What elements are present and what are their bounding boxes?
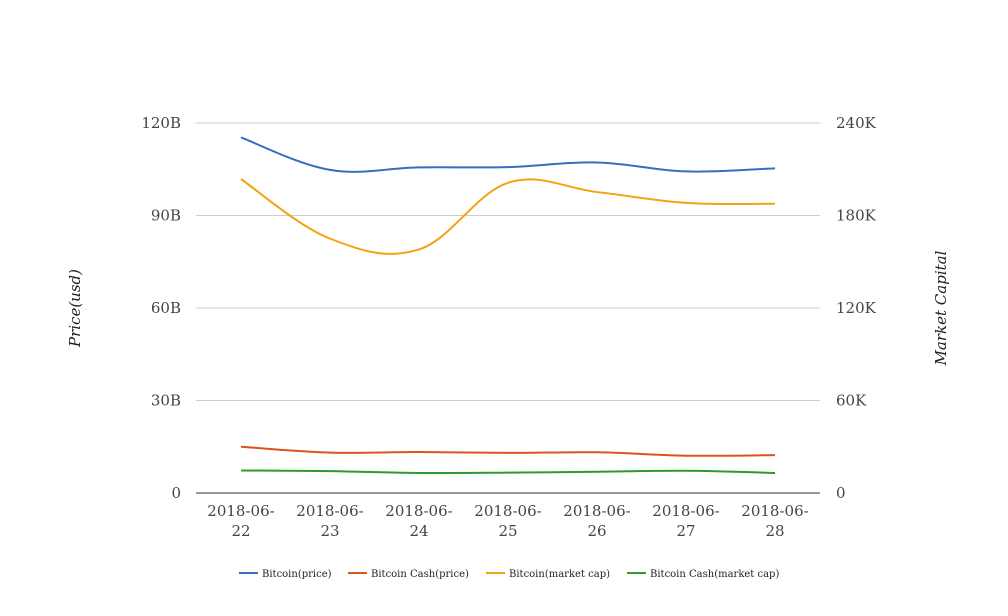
right-tick-label: 0 <box>836 484 846 502</box>
legend: Bitcoin(price) Bitcoin Cash(price) Bitcoin… <box>239 569 779 580</box>
series-line-2 <box>240 445 776 457</box>
legend-label: Bitcoin Cash(market cap) <box>650 569 779 580</box>
legend-label: Bitcoin Cash(price) <box>371 569 469 580</box>
left-axis-title: Price(usd) <box>66 269 84 348</box>
left-tick-label: 60B <box>151 299 181 317</box>
left-tick-label: 0 <box>171 484 181 502</box>
right-axis-title: Market Capital <box>932 250 950 366</box>
left-tick-label: 120B <box>141 114 181 132</box>
right-tick-label: 60K <box>836 392 867 410</box>
legend-label: Bitcoin(market cap) <box>509 569 610 580</box>
right-tick-label: 180K <box>836 207 877 225</box>
right-tick-label: 240K <box>836 114 877 132</box>
x-tick-label: 2018-06-27 <box>652 502 719 540</box>
x-tick-label: 2018-06-28 <box>741 502 808 540</box>
x-tick-label: 2018-06-26 <box>563 502 630 540</box>
left-tick-label: 30B <box>151 392 181 410</box>
x-tick-label: 2018-06-25 <box>474 502 541 540</box>
legend-label: Bitcoin(price) <box>262 569 332 580</box>
left-tick-label: 90B <box>151 207 181 225</box>
series-lines <box>240 136 776 475</box>
right-y-axis-ticks: 0 60K 120K 180K 240K <box>836 114 877 502</box>
gridlines <box>196 122 820 494</box>
x-tick-label: 2018-06-22 <box>207 502 274 540</box>
series-line-3 <box>240 178 776 255</box>
left-y-axis-ticks: 0 30B 60B 90B 120B <box>141 114 181 502</box>
right-tick-label: 120K <box>836 299 877 317</box>
x-axis-ticks: 2018-06-22 2018-06-23 2018-06-24 2018-06-25… <box>207 502 808 540</box>
series-line-4 <box>240 469 776 475</box>
x-tick-label: 2018-06-23 <box>296 502 363 540</box>
x-tick-label: 2018-06-24 <box>385 502 452 540</box>
series-line-1 <box>240 136 776 173</box>
